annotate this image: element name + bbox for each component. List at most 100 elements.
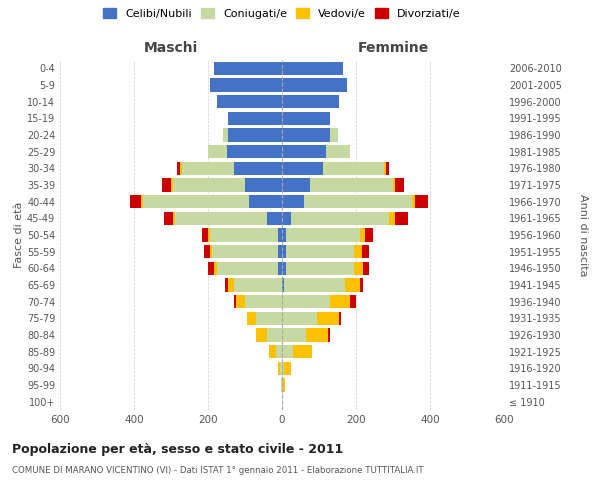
Bar [354, 262, 364, 275]
Bar [280, 362, 282, 375]
Bar [267, 328, 282, 342]
Bar [249, 195, 282, 208]
Bar [330, 295, 350, 308]
Text: Femmine: Femmine [358, 41, 428, 55]
Bar [328, 328, 330, 342]
Bar [340, 312, 341, 325]
Bar [282, 145, 326, 158]
Bar [212, 245, 278, 258]
Bar [245, 295, 282, 308]
Text: Popolazione per età, sesso e stato civile - 2011: Popolazione per età, sesso e stato civil… [12, 442, 343, 456]
Bar [164, 212, 173, 225]
Bar [173, 178, 245, 192]
Bar [214, 62, 282, 75]
Bar [256, 328, 267, 342]
Bar [202, 228, 208, 241]
Bar [395, 178, 404, 192]
Legend: Celibi/Nubili, Coniugati/e, Vedovi/e, Divorziati/e: Celibi/Nubili, Coniugati/e, Vedovi/e, Di… [103, 8, 461, 19]
Bar [345, 278, 360, 291]
Bar [282, 378, 283, 392]
Bar [210, 245, 212, 258]
Bar [412, 195, 415, 208]
Bar [282, 62, 343, 75]
Bar [175, 212, 267, 225]
Bar [282, 228, 286, 241]
Bar [208, 228, 210, 241]
Bar [286, 245, 354, 258]
Bar [282, 312, 317, 325]
Bar [291, 212, 389, 225]
Bar [236, 295, 245, 308]
Bar [282, 345, 293, 358]
Bar [269, 345, 277, 358]
Bar [229, 278, 234, 291]
Bar [283, 378, 284, 392]
Bar [171, 178, 173, 192]
Bar [267, 212, 282, 225]
Bar [284, 278, 345, 291]
Bar [282, 128, 330, 141]
Bar [364, 262, 369, 275]
Bar [224, 278, 229, 291]
Bar [130, 195, 142, 208]
Bar [284, 362, 291, 375]
Y-axis label: Fasce di età: Fasce di età [14, 202, 24, 268]
Bar [282, 162, 323, 175]
Bar [386, 162, 389, 175]
Bar [227, 145, 282, 158]
Bar [286, 228, 360, 241]
Bar [247, 312, 256, 325]
Bar [310, 178, 393, 192]
Bar [277, 345, 282, 358]
Bar [389, 212, 395, 225]
Bar [281, 378, 282, 392]
Bar [278, 362, 280, 375]
Bar [282, 195, 304, 208]
Bar [229, 128, 282, 141]
Bar [143, 195, 249, 208]
Bar [304, 195, 412, 208]
Bar [326, 145, 350, 158]
Bar [286, 262, 354, 275]
Bar [306, 328, 328, 342]
Bar [217, 262, 278, 275]
Bar [360, 278, 364, 291]
Bar [282, 245, 286, 258]
Bar [282, 178, 310, 192]
Bar [234, 162, 282, 175]
Bar [278, 245, 282, 258]
Bar [282, 362, 284, 375]
Bar [278, 228, 282, 241]
Bar [362, 245, 369, 258]
Text: COMUNE DI MARANO VICENTINO (VI) - Dati ISTAT 1° gennaio 2011 - Elaborazione TUTT: COMUNE DI MARANO VICENTINO (VI) - Dati I… [12, 466, 424, 475]
Bar [234, 295, 236, 308]
Bar [256, 312, 282, 325]
Bar [393, 178, 395, 192]
Y-axis label: Anni di nascita: Anni di nascita [578, 194, 589, 276]
Bar [350, 295, 356, 308]
Bar [323, 162, 384, 175]
Bar [282, 278, 284, 291]
Bar [173, 212, 175, 225]
Bar [234, 278, 282, 291]
Bar [245, 178, 282, 192]
Bar [282, 212, 291, 225]
Bar [330, 128, 337, 141]
Bar [282, 95, 340, 108]
Bar [214, 262, 217, 275]
Bar [360, 228, 365, 241]
Bar [282, 112, 330, 125]
Bar [293, 345, 311, 358]
Bar [278, 262, 282, 275]
Bar [210, 228, 278, 241]
Bar [317, 312, 340, 325]
Bar [384, 162, 386, 175]
Bar [142, 195, 143, 208]
Bar [210, 78, 282, 92]
Bar [208, 145, 227, 158]
Bar [365, 228, 373, 241]
Bar [204, 245, 210, 258]
Bar [162, 178, 171, 192]
Bar [395, 212, 408, 225]
Bar [176, 162, 180, 175]
